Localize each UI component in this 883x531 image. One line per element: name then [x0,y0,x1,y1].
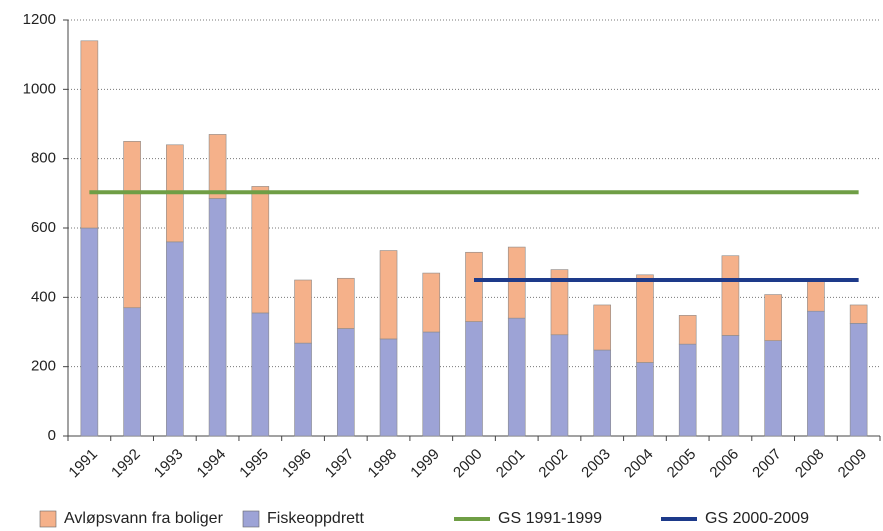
bar [593,304,612,351]
y-tick-label: 200 [31,358,56,375]
bar [465,251,483,322]
x-tick-label: 2002 [535,446,571,482]
x-tick-label: 2008 [792,446,828,482]
bar [849,304,868,324]
bar [550,334,569,437]
bar [208,134,227,199]
bar [336,277,355,329]
x-tick-label: 2000 [450,446,486,482]
bar [166,241,184,437]
bar [208,198,227,437]
bar [764,340,782,437]
bar [465,321,483,437]
bar [593,349,612,437]
bar [807,279,825,312]
bar [422,331,441,437]
bar [336,328,355,437]
bar [636,362,654,437]
x-tick-label: 2001 [493,446,529,482]
x-tick-label: 2004 [621,446,657,482]
bar [550,269,569,336]
x-tick-label: 2009 [835,446,871,482]
bar [764,294,782,341]
legend-label: GS 1991-1999 [498,510,602,527]
x-tick-label: 2007 [749,446,785,482]
bar [251,186,270,314]
x-tick-label: 1999 [407,446,443,482]
bar [678,315,697,345]
bar [678,343,697,437]
x-tick-label: 1997 [322,446,358,482]
bar [507,317,526,437]
x-tick-label: 1995 [236,446,272,482]
legend-label: Avløpsvann fra boliger [64,510,224,527]
legend-label: Fiskeoppdrett [267,510,364,527]
bar [294,279,312,344]
x-tick-label: 1993 [151,446,187,482]
x-tick-label: 1992 [108,446,144,482]
x-tick-label: 2003 [578,446,614,482]
bar [807,310,825,437]
x-tick-label: 1998 [365,446,401,482]
x-tick-label: 1996 [279,446,315,482]
y-tick-label: 0 [48,427,56,444]
bar [251,312,270,437]
bar [294,342,312,437]
bar [721,255,740,336]
bar [379,250,398,340]
bar [80,227,99,437]
legend-label: GS 2000-2009 [705,510,809,527]
bar [379,338,398,437]
y-tick-label: 800 [31,150,56,167]
legend-swatch [242,510,260,528]
bar [507,246,526,319]
x-tick-label: 1991 [65,446,101,482]
bar [849,323,868,437]
bar [422,272,441,333]
bar [636,274,654,363]
y-tick-label: 400 [31,288,56,305]
bar [80,40,99,229]
x-tick-label: 1994 [194,446,230,482]
y-tick-label: 1000 [23,80,56,97]
x-tick-label: 2005 [664,446,700,482]
legend-swatch [39,510,57,528]
y-tick-label: 600 [31,219,56,236]
bar [123,307,141,437]
x-tick-label: 2006 [706,446,742,482]
y-tick-label: 1200 [23,11,56,28]
bar [123,141,141,309]
bar [721,335,740,437]
